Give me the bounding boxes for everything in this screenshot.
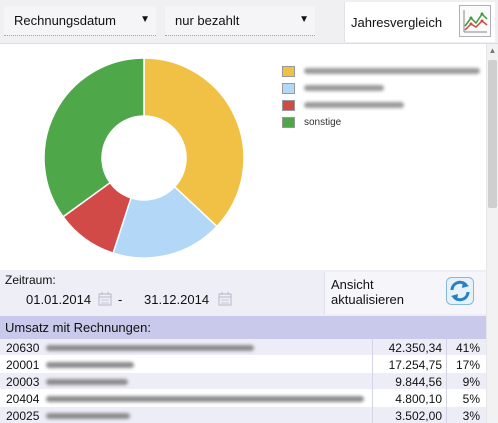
payment-filter-select-value: nur bezahlt [175, 13, 240, 28]
redacted-text [304, 68, 480, 74]
calendar-icon[interactable] [218, 292, 232, 306]
percentage: 5% [462, 392, 480, 406]
legend-swatch [282, 117, 295, 128]
table-title: Umsatz mit Rechnungen: [5, 320, 151, 335]
year-comparison-label: Jahresvergleich [351, 15, 443, 30]
table-header: Umsatz mit Rechnungen: [0, 316, 486, 339]
amount: 4.800,10 [395, 392, 442, 406]
table-row[interactable]: 20001 17.254,75 17% [0, 356, 486, 373]
line-chart-icon[interactable] [459, 5, 491, 37]
date-type-select-value: Rechnungsdatum [14, 13, 116, 28]
scrollbar-thumb[interactable] [488, 60, 497, 208]
chevron-down-icon: ▼ [140, 14, 150, 25]
redacted-text [304, 102, 404, 108]
legend-swatch [282, 83, 295, 94]
customer-id: 20630 [6, 341, 40, 355]
refresh-icon[interactable] [446, 277, 474, 305]
refresh-view-label: Ansicht aktualisieren [331, 277, 404, 307]
legend-swatch [282, 100, 295, 111]
date-type-select[interactable]: Rechnungsdatum ▼ [4, 6, 156, 36]
customer-id: 20003 [6, 375, 40, 389]
refresh-view-button[interactable]: Ansicht aktualisieren [324, 272, 486, 314]
percentage: 17% [455, 358, 480, 372]
percentage: 41% [455, 341, 480, 355]
date-to-value: 31.12.2014 [144, 292, 210, 307]
amount: 17.254,75 [388, 358, 442, 372]
customer-id: 20001 [6, 358, 40, 372]
payment-filter-select[interactable]: nur bezahlt ▼ [165, 6, 315, 36]
revenue-table: 20630 42.350,34 41% 20001 17.254,75 17% … [0, 339, 486, 423]
date-separator: - [118, 292, 123, 307]
period-label: Zeitraum: [5, 273, 56, 287]
customer-id: 20025 [6, 409, 40, 423]
period-panel: Zeitraum: 01.01.2014 - 31.12.2014 Ansich… [0, 270, 486, 316]
chevron-down-icon: ▼ [299, 14, 309, 25]
scroll-up-icon[interactable]: ▲ [488, 46, 497, 55]
legend-label-other: sonstige [304, 117, 342, 128]
donut-slice-3 [43, 57, 145, 218]
scrollbar[interactable]: ▲ [486, 44, 498, 423]
redacted-customer-name [46, 345, 254, 351]
column-divider [446, 339, 447, 423]
percentage: 3% [462, 409, 480, 423]
table-row[interactable]: 20630 42.350,34 41% [0, 339, 486, 356]
donut-slice-0 [143, 57, 245, 228]
date-from-value: 01.01.2014 [26, 292, 92, 307]
amount: 9.844,56 [395, 375, 442, 389]
table-row[interactable]: 20025 3.502,00 3% [0, 407, 486, 423]
redacted-customer-name [46, 396, 364, 402]
customer-id: 20404 [6, 392, 40, 406]
amount: 3.502,00 [395, 409, 442, 423]
legend-swatch [282, 66, 295, 77]
donut-slice-1 [112, 185, 218, 259]
revenue-chart: sonstige [0, 44, 486, 270]
table-row[interactable]: 20404 4.800,10 5% [0, 390, 486, 407]
toolbar: Rechnungsdatum ▼ nur bezahlt ▼ Jahresver… [0, 0, 498, 44]
redacted-customer-name [46, 413, 130, 419]
column-divider [372, 339, 373, 423]
redacted-text [304, 85, 384, 91]
amount: 42.350,34 [388, 341, 442, 355]
donut-chart [43, 57, 245, 259]
table-row[interactable]: 20003 9.844,56 9% [0, 373, 486, 390]
calendar-icon[interactable] [98, 292, 112, 306]
redacted-customer-name [46, 379, 128, 385]
year-comparison-button[interactable]: Jahresvergleich [344, 2, 495, 42]
redacted-customer-name [46, 362, 134, 368]
percentage: 9% [462, 375, 480, 389]
